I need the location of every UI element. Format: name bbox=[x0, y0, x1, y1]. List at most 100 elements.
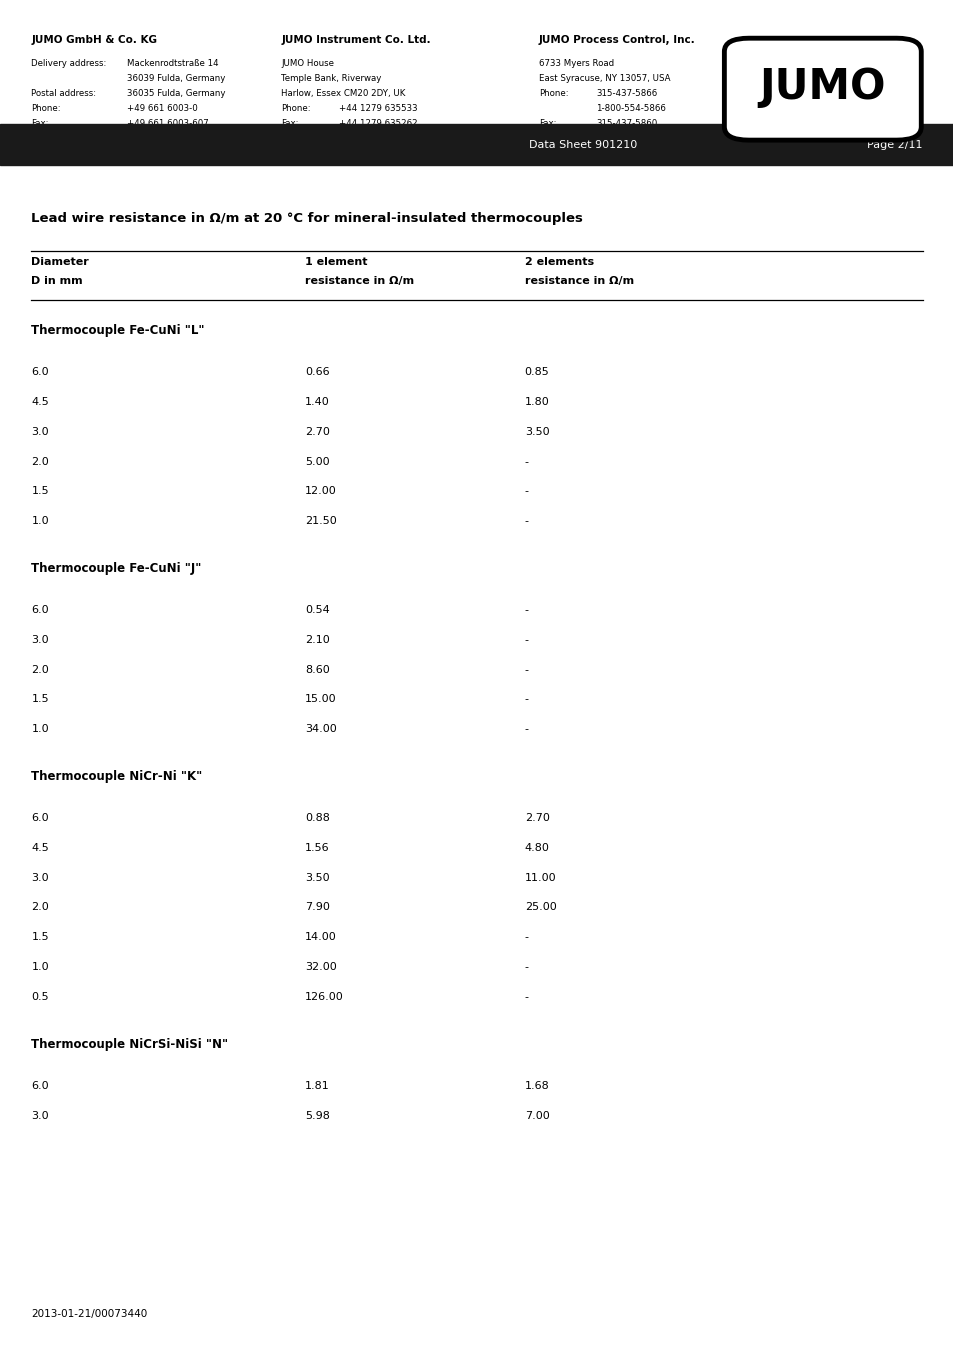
Text: JUMO Instrument Co. Ltd.: JUMO Instrument Co. Ltd. bbox=[281, 35, 431, 45]
Text: 6733 Myers Road: 6733 Myers Road bbox=[538, 59, 614, 69]
Text: 0.66: 0.66 bbox=[305, 367, 330, 377]
Text: Postal address:: Postal address: bbox=[31, 89, 96, 99]
Text: 1.0: 1.0 bbox=[31, 724, 49, 734]
Text: sales@jumo.co.uk: sales@jumo.co.uk bbox=[338, 134, 416, 143]
Text: 2 elements: 2 elements bbox=[524, 257, 593, 266]
Text: -: - bbox=[524, 665, 528, 674]
Text: 34.00: 34.00 bbox=[305, 724, 336, 734]
Text: -: - bbox=[524, 457, 528, 466]
Text: Lead wire resistance in Ω/m at 20 °C for mineral-insulated thermocouples: Lead wire resistance in Ω/m at 20 °C for… bbox=[31, 212, 582, 226]
Text: 4.5: 4.5 bbox=[31, 397, 50, 407]
Text: 6.0: 6.0 bbox=[31, 1081, 49, 1090]
Text: 0.85: 0.85 bbox=[524, 367, 549, 377]
Text: 4.5: 4.5 bbox=[31, 843, 50, 852]
Text: 1.56: 1.56 bbox=[305, 843, 330, 852]
Text: 15.00: 15.00 bbox=[305, 694, 336, 704]
Text: 3.0: 3.0 bbox=[31, 1111, 49, 1120]
Text: mail@jumo.net: mail@jumo.net bbox=[127, 134, 193, 143]
Text: Diameter: Diameter bbox=[31, 257, 90, 266]
Text: Phone:: Phone: bbox=[31, 104, 61, 113]
Text: 0.54: 0.54 bbox=[305, 605, 330, 615]
Text: resistance in Ω/m: resistance in Ω/m bbox=[524, 276, 633, 285]
Text: 1 element: 1 element bbox=[305, 257, 368, 266]
Text: Thermocouple NiCr-Ni "K": Thermocouple NiCr-Ni "K" bbox=[31, 770, 203, 784]
Text: 2.0: 2.0 bbox=[31, 457, 50, 466]
Text: D in mm: D in mm bbox=[31, 276, 83, 285]
Text: 3.0: 3.0 bbox=[31, 873, 49, 882]
Text: 315-437-5860: 315-437-5860 bbox=[596, 119, 657, 128]
Text: Fax:: Fax: bbox=[31, 119, 49, 128]
Text: 1.5: 1.5 bbox=[31, 694, 49, 704]
Text: 8.60: 8.60 bbox=[305, 665, 330, 674]
Text: -: - bbox=[524, 932, 528, 942]
Text: Internet:: Internet: bbox=[31, 149, 69, 158]
Text: 11.00: 11.00 bbox=[524, 873, 556, 882]
Text: 3.0: 3.0 bbox=[31, 427, 49, 436]
Text: 315-437-5866: 315-437-5866 bbox=[596, 89, 657, 99]
Text: 36039 Fulda, Germany: 36039 Fulda, Germany bbox=[127, 74, 225, 84]
Text: 3.50: 3.50 bbox=[305, 873, 330, 882]
Text: 126.00: 126.00 bbox=[305, 992, 344, 1001]
Text: 36035 Fulda, Germany: 36035 Fulda, Germany bbox=[127, 89, 225, 99]
Text: 2.70: 2.70 bbox=[524, 813, 549, 823]
FancyBboxPatch shape bbox=[723, 38, 921, 141]
Text: E-mail:: E-mail: bbox=[281, 134, 311, 143]
Text: Page 2/11: Page 2/11 bbox=[866, 139, 922, 150]
Text: -: - bbox=[524, 635, 528, 644]
Text: Phone:: Phone: bbox=[281, 104, 311, 113]
Text: 14.00: 14.00 bbox=[305, 932, 336, 942]
Text: -: - bbox=[524, 962, 528, 971]
Text: Fax:: Fax: bbox=[281, 119, 298, 128]
Text: 1.68: 1.68 bbox=[524, 1081, 549, 1090]
Text: 2.0: 2.0 bbox=[31, 665, 50, 674]
Text: 1.80: 1.80 bbox=[524, 397, 549, 407]
Text: 21.50: 21.50 bbox=[305, 516, 336, 526]
Text: www.jumo.net: www.jumo.net bbox=[127, 149, 188, 158]
Text: Harlow, Essex CM20 2DY, UK: Harlow, Essex CM20 2DY, UK bbox=[281, 89, 405, 99]
Text: East Syracuse, NY 13057, USA: East Syracuse, NY 13057, USA bbox=[538, 74, 670, 84]
Text: Thermocouple Fe-CuNi "L": Thermocouple Fe-CuNi "L" bbox=[31, 324, 205, 338]
Text: 3.50: 3.50 bbox=[524, 427, 549, 436]
Text: 5.00: 5.00 bbox=[305, 457, 330, 466]
Bar bbox=[0, 124, 953, 165]
Text: 3.0: 3.0 bbox=[31, 635, 49, 644]
Text: 6.0: 6.0 bbox=[31, 605, 49, 615]
Text: 1.81: 1.81 bbox=[305, 1081, 330, 1090]
Text: 25.00: 25.00 bbox=[524, 902, 556, 912]
Text: 7.90: 7.90 bbox=[305, 902, 330, 912]
Text: Delivery address:: Delivery address: bbox=[31, 59, 107, 69]
Text: +49 661 6003-0: +49 661 6003-0 bbox=[127, 104, 197, 113]
Text: 1.5: 1.5 bbox=[31, 932, 49, 942]
Text: 32.00: 32.00 bbox=[305, 962, 336, 971]
Text: +49 661 6003-607: +49 661 6003-607 bbox=[127, 119, 209, 128]
Text: E-mail:: E-mail: bbox=[31, 134, 61, 143]
Text: 6.0: 6.0 bbox=[31, 367, 49, 377]
Text: www.jumousa.com: www.jumousa.com bbox=[596, 149, 677, 158]
Text: +44 1279 635262: +44 1279 635262 bbox=[338, 119, 416, 128]
Text: 1.5: 1.5 bbox=[31, 486, 49, 496]
Text: 7.00: 7.00 bbox=[524, 1111, 549, 1120]
Text: JUMO GmbH & Co. KG: JUMO GmbH & Co. KG bbox=[31, 35, 157, 45]
Text: +44 1279 635533: +44 1279 635533 bbox=[338, 104, 416, 113]
Text: Fax:: Fax: bbox=[538, 119, 556, 128]
Text: JUMO Process Control, Inc.: JUMO Process Control, Inc. bbox=[538, 35, 695, 45]
Text: Temple Bank, Riverway: Temple Bank, Riverway bbox=[281, 74, 381, 84]
Text: Thermocouple NiCrSi-NiSi "N": Thermocouple NiCrSi-NiSi "N" bbox=[31, 1038, 229, 1051]
Text: -: - bbox=[524, 516, 528, 526]
Text: 0.88: 0.88 bbox=[305, 813, 330, 823]
Text: -: - bbox=[524, 724, 528, 734]
Text: 2.0: 2.0 bbox=[31, 902, 50, 912]
Text: 5.98: 5.98 bbox=[305, 1111, 330, 1120]
Text: 12.00: 12.00 bbox=[305, 486, 336, 496]
Text: 0.5: 0.5 bbox=[31, 992, 49, 1001]
Text: resistance in Ω/m: resistance in Ω/m bbox=[305, 276, 414, 285]
Text: -: - bbox=[524, 486, 528, 496]
Text: 1.40: 1.40 bbox=[305, 397, 330, 407]
Text: 1-800-554-5866: 1-800-554-5866 bbox=[596, 104, 665, 113]
Text: 2.10: 2.10 bbox=[305, 635, 330, 644]
Text: E-mail:: E-mail: bbox=[538, 134, 568, 143]
Text: 4.80: 4.80 bbox=[524, 843, 549, 852]
Text: 2013-01-21/00073440: 2013-01-21/00073440 bbox=[31, 1309, 148, 1319]
Text: 2.70: 2.70 bbox=[305, 427, 330, 436]
Text: Thermocouple Fe-CuNi "J": Thermocouple Fe-CuNi "J" bbox=[31, 562, 202, 576]
